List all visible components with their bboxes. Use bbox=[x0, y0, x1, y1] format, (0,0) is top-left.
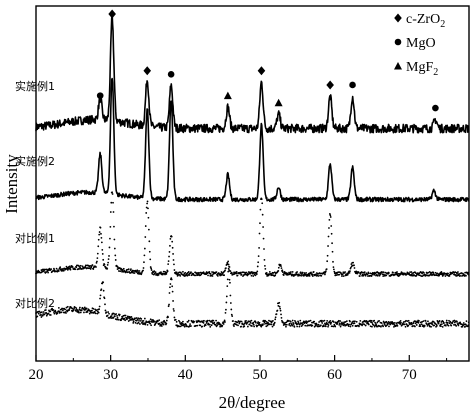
series-label: 实施例2 bbox=[15, 154, 55, 168]
series-label: 对比例1 bbox=[15, 231, 55, 245]
y-axis-label: Intensity bbox=[2, 154, 21, 214]
series-label: 实施例1 bbox=[15, 79, 55, 93]
x-axis-ticks: 20 30 40 50 60 70 bbox=[29, 355, 448, 383]
series-line bbox=[35, 191, 470, 278]
legend: c-ZrO2 MgO MgF2 bbox=[394, 12, 445, 78]
peak-marker-circle bbox=[432, 104, 439, 112]
x-tick-label: 30 bbox=[103, 367, 118, 383]
peak-marker-triangle bbox=[274, 98, 283, 107]
series-4-dots bbox=[35, 267, 470, 328]
plot-frame bbox=[35, 5, 470, 362]
x-axis-label: 2θ/degree bbox=[219, 393, 286, 412]
peak-marker-circle bbox=[167, 71, 175, 78]
legend-circle-icon bbox=[394, 38, 402, 46]
peak-marker-circle bbox=[349, 81, 356, 89]
series-line bbox=[35, 267, 470, 328]
legend-subscript: 2 bbox=[433, 67, 438, 78]
series-3-dots bbox=[35, 191, 470, 278]
legend-label: MgO bbox=[406, 36, 436, 51]
peak-marker-diamond bbox=[108, 9, 116, 19]
x-tick-label: 40 bbox=[178, 367, 193, 383]
x-tick-label: 20 bbox=[29, 367, 44, 383]
series-1-line bbox=[35, 13, 470, 134]
series-2-line bbox=[35, 77, 470, 203]
legend-triangle-icon bbox=[394, 62, 402, 70]
peak-marker-diamond bbox=[143, 66, 152, 76]
series-layer bbox=[35, 13, 470, 328]
marker-layer bbox=[96, 9, 439, 112]
series-label: 对比例2 bbox=[15, 296, 55, 310]
legend-label: c-ZrO2 bbox=[406, 12, 445, 30]
legend-subscript: 2 bbox=[440, 19, 445, 30]
x-tick-label: 50 bbox=[252, 367, 267, 383]
peak-marker-circle bbox=[96, 92, 104, 99]
x-tick-label: 60 bbox=[327, 367, 342, 383]
peak-marker-triangle bbox=[223, 91, 232, 100]
legend-label: MgF2 bbox=[406, 60, 438, 78]
legend-diamond-icon bbox=[394, 13, 402, 23]
peak-marker-diamond bbox=[326, 80, 334, 90]
peak-marker-diamond bbox=[257, 66, 266, 76]
series-label-layer: 实施例1 实施例2 对比例1 对比例2 bbox=[15, 79, 55, 310]
x-tick-label: 70 bbox=[402, 367, 417, 383]
